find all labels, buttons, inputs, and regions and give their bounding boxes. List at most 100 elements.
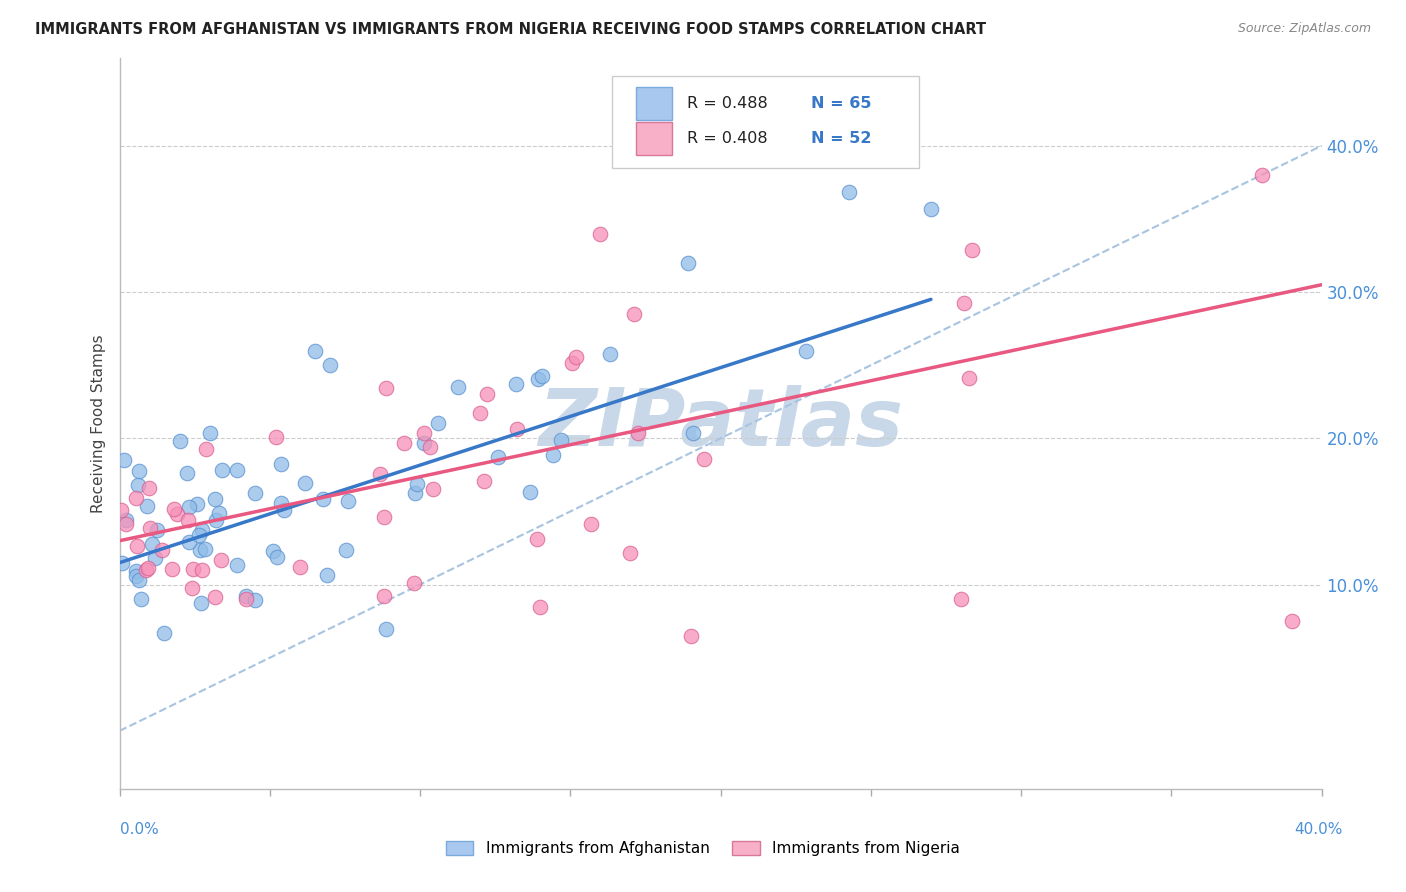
Point: [505, 376, 527, 391]
Point: [186, 497, 208, 511]
Point: [959, 370, 981, 384]
Point: [194, 541, 217, 556]
Point: [204, 513, 226, 527]
Point: [194, 442, 217, 456]
Text: R = 0.408: R = 0.408: [688, 131, 768, 146]
Point: [160, 561, 183, 575]
Point: [375, 381, 398, 395]
Point: [226, 463, 249, 477]
Point: [188, 542, 211, 557]
Point: [153, 625, 176, 640]
Point: [190, 596, 212, 610]
Point: [114, 517, 136, 532]
Point: [177, 535, 200, 549]
Point: [370, 467, 392, 481]
Point: [541, 448, 564, 462]
Point: [110, 503, 132, 517]
Point: [209, 552, 232, 566]
Point: [163, 501, 186, 516]
Point: [506, 422, 529, 436]
Point: [316, 567, 339, 582]
Point: [294, 475, 316, 490]
Point: [682, 426, 704, 441]
Point: [128, 464, 150, 478]
Point: [627, 425, 650, 440]
Point: [375, 622, 398, 636]
Point: [960, 243, 983, 257]
Point: [166, 507, 188, 521]
Point: [273, 502, 295, 516]
Point: [169, 434, 191, 448]
Point: [1281, 614, 1303, 628]
Point: [337, 494, 360, 508]
Point: [136, 561, 159, 575]
Point: [304, 343, 326, 358]
Point: [190, 563, 212, 577]
Point: [419, 441, 441, 455]
Point: [181, 561, 204, 575]
Point: [550, 433, 572, 447]
Point: [176, 466, 198, 480]
Point: [527, 372, 550, 386]
Point: [468, 406, 491, 420]
Point: [135, 563, 157, 577]
Point: [838, 185, 860, 199]
Point: [138, 521, 160, 535]
Point: [446, 379, 468, 393]
Text: 0.0%: 0.0%: [120, 822, 159, 837]
Point: [565, 350, 588, 364]
Point: [135, 499, 157, 513]
Point: [486, 450, 509, 464]
Point: [412, 435, 434, 450]
Point: [526, 532, 548, 546]
Y-axis label: Receiving Food Stamps: Receiving Food Stamps: [91, 334, 107, 513]
Text: ZIPatlas: ZIPatlas: [538, 384, 903, 463]
FancyBboxPatch shape: [613, 77, 920, 168]
Point: [373, 510, 395, 524]
Point: [1250, 168, 1272, 182]
Point: [111, 556, 134, 570]
Point: [141, 537, 163, 551]
Point: [128, 573, 150, 587]
Text: N = 65: N = 65: [811, 96, 872, 112]
Point: [679, 629, 702, 643]
Text: IMMIGRANTS FROM AFGHANISTAN VS IMMIGRANTS FROM NIGERIA RECEIVING FOOD STAMPS COR: IMMIGRANTS FROM AFGHANISTAN VS IMMIGRANT…: [35, 22, 986, 37]
Point: [204, 590, 226, 604]
Point: [412, 426, 434, 441]
Point: [405, 477, 427, 491]
Point: [129, 591, 152, 606]
Point: [270, 496, 292, 510]
Point: [950, 592, 973, 607]
Point: [561, 356, 583, 370]
Point: [599, 347, 621, 361]
Point: [262, 544, 284, 558]
Text: N = 52: N = 52: [811, 131, 872, 146]
Point: [177, 500, 200, 515]
Text: R = 0.488: R = 0.488: [688, 96, 768, 112]
Point: [115, 513, 138, 527]
Point: [531, 369, 554, 384]
Point: [402, 576, 425, 591]
Point: [288, 560, 311, 574]
Point: [373, 589, 395, 603]
Point: [245, 486, 267, 500]
Point: [589, 227, 612, 241]
Point: [796, 344, 818, 359]
Point: [264, 430, 287, 444]
Point: [125, 569, 148, 583]
Point: [208, 506, 231, 520]
Point: [127, 539, 149, 553]
Point: [204, 491, 226, 506]
Point: [146, 523, 169, 537]
Point: [138, 481, 160, 495]
Point: [211, 463, 233, 477]
Point: [312, 491, 335, 506]
Point: [335, 543, 357, 558]
Point: [270, 457, 292, 471]
Point: [920, 202, 942, 216]
Point: [198, 425, 221, 440]
Point: [427, 416, 450, 430]
Point: [180, 581, 202, 595]
Point: [191, 523, 214, 537]
Point: [112, 452, 135, 467]
